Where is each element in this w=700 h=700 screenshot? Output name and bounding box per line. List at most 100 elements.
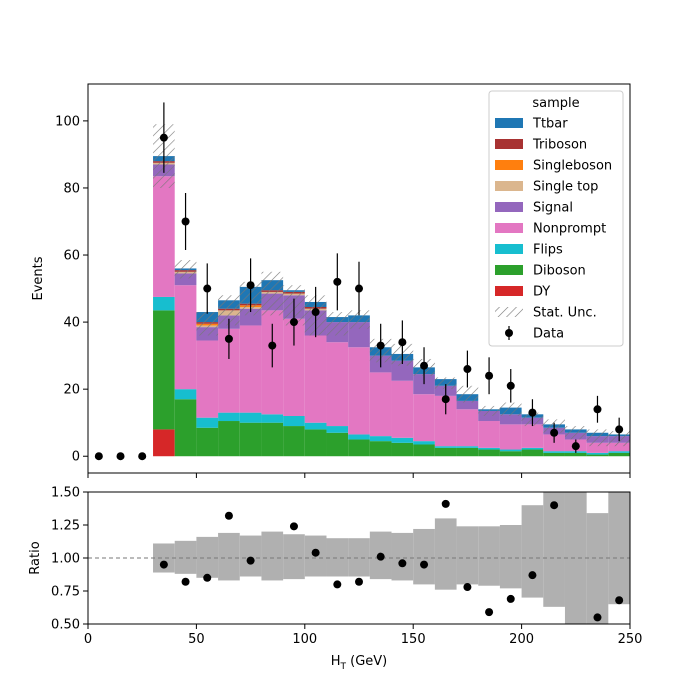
ratio-band-21 (543, 492, 565, 607)
bar-nonprompt-6 (218, 328, 240, 413)
ratio-axis-title: Ratio (28, 541, 43, 574)
stat-unc-band-22 (564, 426, 587, 440)
y-tick-label: 0 (72, 450, 80, 465)
bar-nonprompt-18 (478, 421, 500, 448)
bar-flips-18 (478, 447, 500, 450)
ratio-band-4 (174, 540, 197, 574)
ratio-point-5 (289, 522, 298, 531)
ratio-band-18 (478, 526, 500, 586)
ratio-band-9 (283, 534, 305, 580)
bar-diboson-22 (564, 452, 587, 457)
ratio-y-tick-label: 1.00 (51, 552, 80, 567)
ratio-point-10 (398, 559, 407, 568)
bar-nonprompt-5 (196, 340, 219, 418)
data-point-21 (550, 428, 559, 437)
main-axes: 0 20 40 60 80 100 (55, 114, 631, 478)
ratio-axes: 0.50 0.75 1.00 1.25 1.50 0 50 100 150 200 250 (51, 486, 642, 648)
ratio-point-13 (463, 583, 472, 592)
data-point-5 (203, 284, 212, 293)
ratio-point-4 (246, 556, 255, 565)
ratio-point-15 (506, 594, 515, 603)
y-tick-label: 100 (55, 114, 80, 129)
x-tick-label: 150 (401, 632, 426, 647)
stat-unc-band-19 (499, 402, 522, 416)
bar-flips-17 (456, 446, 479, 448)
bar-flips-16 (434, 446, 457, 448)
data-point-11 (333, 277, 342, 286)
data-point-23 (593, 405, 602, 414)
ratio-band-24 (608, 492, 630, 605)
data-point-17 (463, 365, 472, 374)
bar-flips-20 (521, 447, 544, 450)
bar-nonprompt-16 (434, 395, 457, 447)
bar-nonprompt-19 (499, 424, 522, 450)
ratio-point-2 (203, 573, 212, 582)
ratio-point-0 (159, 560, 168, 569)
bar-diboson-11 (326, 432, 349, 457)
legend-swatch-diboson (495, 265, 523, 275)
bar-flips-10 (304, 422, 327, 430)
bar-signal-19 (499, 414, 522, 425)
ratio-band-15 (413, 528, 435, 585)
bar-diboson-18 (478, 449, 500, 457)
ratio-point-8 (355, 577, 363, 586)
bar-diboson-13 (369, 441, 392, 457)
bar-flips-13 (369, 436, 392, 442)
bar-flips-7 (239, 412, 262, 423)
stat-unc-band-4 (174, 260, 197, 279)
legend-label-dy: DY (533, 285, 550, 300)
legend-swatch-nonprompt (495, 223, 523, 233)
bar-nonprompt-15 (413, 394, 435, 442)
ratio-point-14 (485, 608, 494, 617)
bar-nonprompt-20 (521, 424, 544, 448)
data-points (94, 102, 624, 461)
stat-unc-band-6 (218, 295, 240, 326)
ratio-band-3 (153, 543, 175, 573)
bar-diboson-4 (174, 399, 197, 457)
bar-diboson-9 (283, 426, 305, 457)
bar-diboson-19 (499, 451, 522, 457)
bar-nonprompt-12 (348, 347, 370, 435)
y-tick-label: 60 (63, 249, 80, 264)
legend-label-diboson: Diboson (533, 264, 586, 279)
bar-diboson-12 (348, 439, 370, 457)
bar-diboson-21 (543, 452, 565, 457)
bar-flips-12 (348, 434, 370, 440)
bar-nonprompt-4 (174, 285, 197, 390)
ratio-band-11 (326, 538, 349, 577)
data-point-18 (485, 371, 494, 380)
data-point-13 (376, 341, 385, 350)
legend: sample Ttbar Triboson Singleboson Single top… (488, 90, 624, 347)
x-tick-label: 0 (84, 632, 92, 647)
ratio-band-19 (499, 525, 522, 589)
bar-nonprompt-11 (326, 342, 349, 427)
bar-nonprompt-24 (608, 442, 630, 452)
data-point-6 (224, 334, 233, 343)
bar-nonprompt-17 (456, 409, 479, 447)
legend-label-flips: Flips (533, 243, 563, 258)
bar-flips-8 (261, 414, 284, 423)
ratio-band-14 (391, 532, 414, 581)
legend-swatch-singleboson (495, 160, 523, 170)
ratio-band-12 (348, 538, 370, 577)
bar-flips-19 (499, 449, 522, 452)
data-point-20 (528, 408, 537, 417)
bar-nonprompt-3 (153, 176, 175, 297)
legend-title: sample (532, 96, 579, 111)
y-tick-label: 80 (63, 181, 80, 196)
x-tick-label: 200 (509, 632, 534, 647)
data-point-9 (289, 318, 298, 327)
bar-signal-17 (456, 400, 479, 410)
legend-label-singleboson: Singleboson (533, 159, 612, 174)
ratio-point-3 (224, 511, 233, 520)
bar-diboson-7 (239, 422, 262, 457)
bar-diboson-23 (586, 454, 609, 457)
bar-flips-5 (196, 417, 219, 428)
legend-label-nonprompt: Nonprompt (533, 222, 606, 237)
ratio-band-5 (196, 536, 219, 578)
ratio-band-7 (239, 535, 262, 577)
bar-dy-3 (153, 429, 175, 457)
bar-nonprompt-7 (239, 325, 262, 413)
ratio-point-1 (181, 577, 190, 586)
bar-flips-23 (586, 452, 609, 455)
